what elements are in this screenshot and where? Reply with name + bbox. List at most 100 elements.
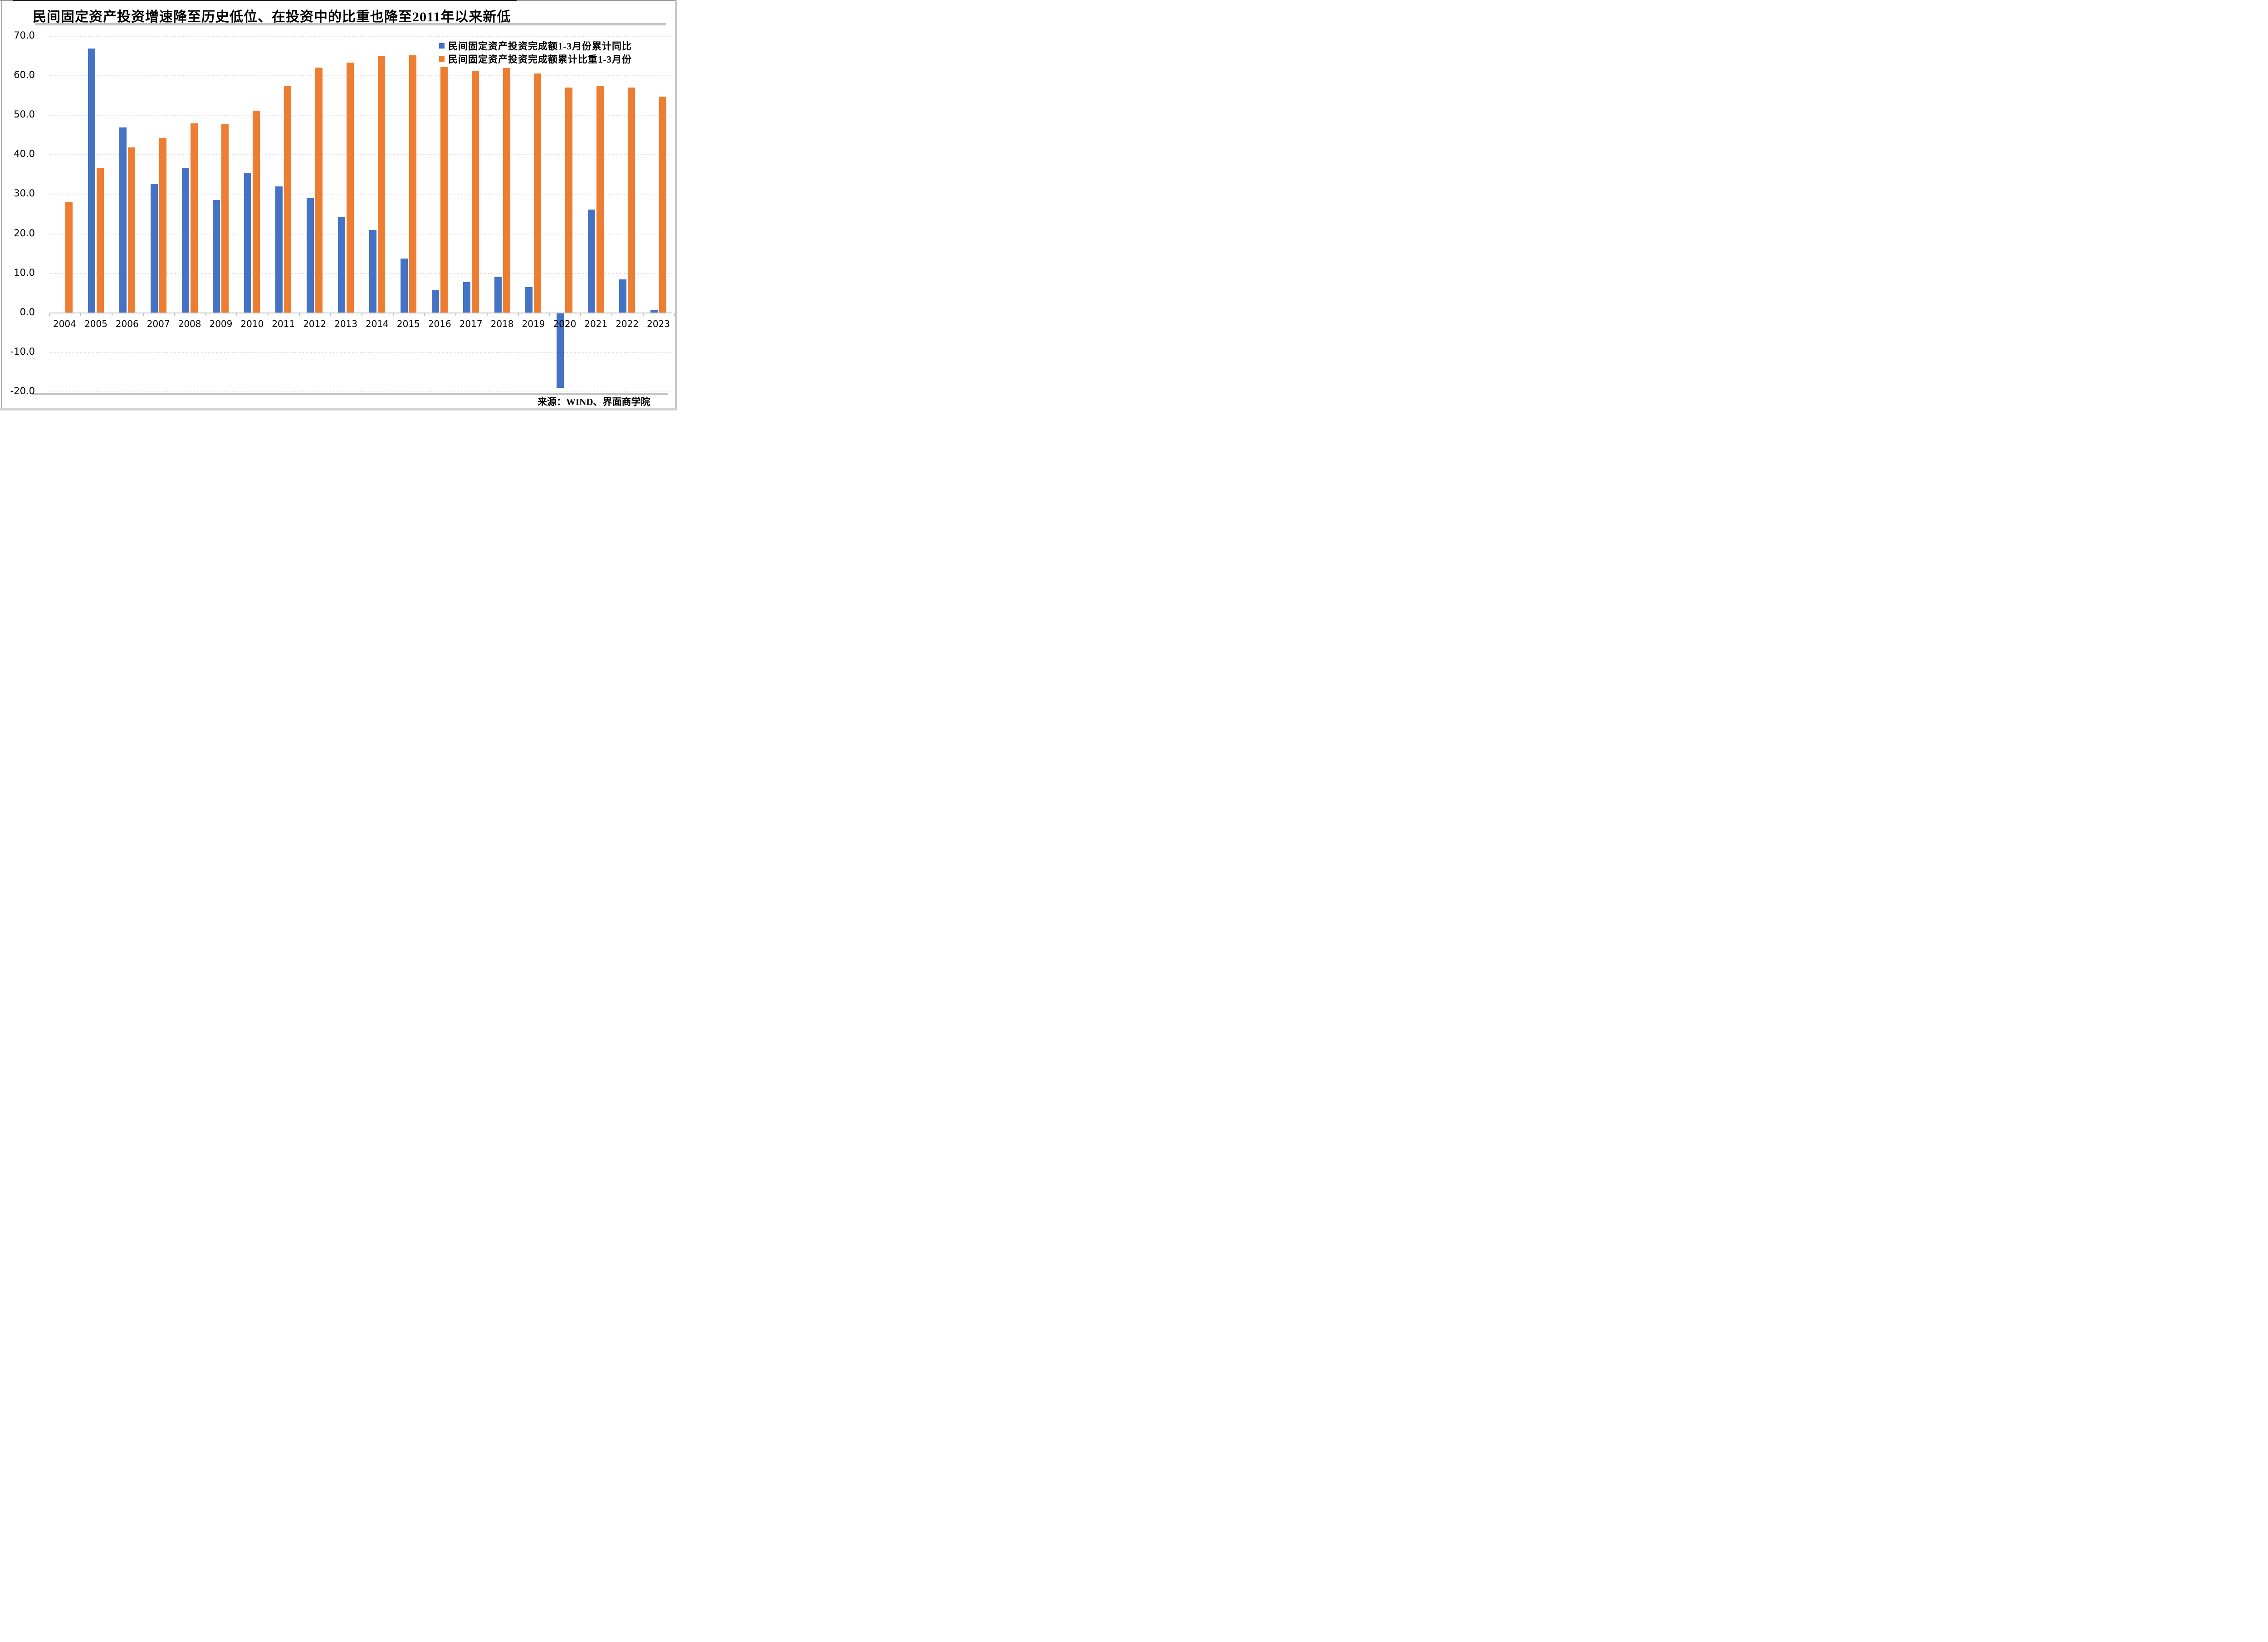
bar-growth-2010: [244, 173, 252, 313]
bar-share-2020: [565, 87, 573, 313]
bar-share-2018: [503, 68, 510, 313]
bar-growth-2012: [307, 198, 314, 313]
bar-growth-2015: [400, 258, 408, 313]
bar-growth-2021: [588, 210, 596, 313]
bar-share-2004: [65, 201, 73, 313]
frame-top-right: [517, 0, 677, 1]
x-tick-label-2022: 2022: [616, 318, 639, 329]
x-tick-label-2005: 2005: [84, 318, 108, 329]
axis-tick: [299, 313, 300, 316]
bar-share-2012: [315, 68, 323, 313]
bar-share-2013: [347, 62, 354, 313]
x-tick-label-2020: 2020: [553, 318, 577, 329]
y-tick-label: 70.0: [14, 29, 35, 41]
axis-tick: [174, 313, 175, 316]
y-tick-label: 50.0: [14, 109, 35, 120]
y-tick-label: 0.0: [20, 307, 35, 318]
title-underline-shadow: [35, 23, 666, 25]
axis-tick: [330, 313, 332, 316]
legend-label-growth: 民间固定资产投资完成额1-3月份累计同比: [448, 40, 632, 52]
bar-share-2010: [253, 111, 260, 313]
axis-tick: [424, 313, 425, 316]
frame-bottom: [0, 408, 677, 410]
x-tick-label-2013: 2013: [334, 318, 357, 329]
y-tick-label: 40.0: [14, 148, 35, 160]
x-tick-label-2006: 2006: [115, 318, 139, 329]
x-tick-label-2011: 2011: [272, 318, 295, 329]
source-note: 来源：WIND、界面商学院: [538, 396, 650, 407]
x-tick-label-2016: 2016: [428, 318, 451, 329]
gridline--10.0: [50, 352, 671, 353]
bar-growth-2006: [119, 127, 127, 313]
gridline-10.0: [50, 273, 671, 274]
bar-growth-2023: [650, 310, 658, 313]
bar-growth-2013: [338, 217, 346, 313]
axis-tick: [205, 313, 206, 316]
bar-growth-2018: [494, 277, 502, 313]
legend-swatch-blue: [439, 43, 445, 49]
y-tick-label: 30.0: [14, 188, 35, 199]
y-tick-label: 20.0: [14, 227, 35, 239]
y-tick-label: -20.0: [10, 386, 35, 397]
chart-title: 民间固定资产投资增速降至历史低位、在投资中的比重也降至2011年以来新低: [33, 10, 511, 24]
bar-growth-2011: [275, 186, 283, 313]
x-tick-label-2017: 2017: [459, 318, 483, 329]
bar-growth-2016: [431, 290, 439, 313]
axis-tick: [674, 313, 675, 316]
frame-top-dark: [13, 0, 517, 1]
x-tick-label-2014: 2014: [365, 318, 389, 329]
axis-tick: [268, 313, 269, 316]
axis-tick: [392, 313, 394, 316]
bar-growth-2014: [369, 230, 376, 313]
x-tick-label-2023: 2023: [647, 318, 670, 329]
gridline-60.0: [50, 75, 671, 76]
bar-share-2005: [96, 168, 104, 313]
axis-tick: [518, 313, 519, 316]
axis-tick: [236, 313, 238, 316]
bar-share-2011: [284, 86, 292, 313]
bar-growth-2020: [557, 313, 564, 388]
x-tick-label-2012: 2012: [303, 318, 327, 329]
plot-bottom-shadow: [32, 393, 668, 395]
x-tick-label-2009: 2009: [209, 318, 233, 329]
bar-growth-2009: [213, 200, 220, 313]
bar-share-2023: [659, 96, 667, 313]
bar-growth-2019: [525, 287, 533, 313]
x-tick-label-2018: 2018: [490, 318, 514, 329]
frame-left: [1, 0, 2, 408]
bar-growth-2008: [181, 167, 189, 313]
frame-right: [675, 0, 677, 410]
legend: 民间固定资产投资完成额1-3月份累计同比 民间固定资产投资完成额累计比重1-3月份: [439, 39, 632, 65]
chart-page: 民间固定资产投资增速降至历史低位、在投资中的比重也降至2011年以来新低 民间固…: [0, 0, 677, 410]
bar-growth-2022: [619, 279, 627, 313]
legend-row-growth: 民间固定资产投资完成额1-3月份累计同比: [439, 39, 632, 52]
x-tick-label-2008: 2008: [178, 318, 201, 329]
bar-share-2006: [127, 147, 135, 313]
gridline-20.0: [50, 233, 671, 235]
gridline-50.0: [50, 115, 671, 116]
bar-share-2019: [534, 73, 542, 313]
x-tick-label-2019: 2019: [522, 318, 545, 329]
axis-tick: [142, 313, 144, 316]
axis-tick: [580, 313, 582, 316]
x-tick-label-2010: 2010: [240, 318, 264, 329]
bar-share-2015: [409, 55, 416, 313]
gridline--20.0: [50, 391, 671, 393]
bar-share-2008: [190, 123, 198, 313]
axis-tick: [80, 313, 81, 316]
bar-share-2016: [440, 67, 448, 313]
bar-share-2007: [159, 138, 166, 313]
bar-growth-2007: [150, 183, 158, 313]
bar-growth-2017: [463, 282, 470, 313]
legend-row-share: 民间固定资产投资完成额累计比重1-3月份: [439, 52, 632, 65]
y-tick-label: -10.0: [10, 346, 35, 357]
axis-tick: [611, 313, 613, 316]
bar-growth-2005: [88, 48, 95, 313]
legend-swatch-orange: [439, 56, 445, 62]
axis-tick: [455, 313, 456, 316]
y-tick-label: 60.0: [14, 69, 35, 80]
legend-label-share: 民间固定资产投资完成额累计比重1-3月份: [448, 54, 632, 65]
axis-tick: [549, 313, 550, 316]
gridline-70.0: [50, 35, 671, 37]
gridline-30.0: [50, 194, 671, 195]
